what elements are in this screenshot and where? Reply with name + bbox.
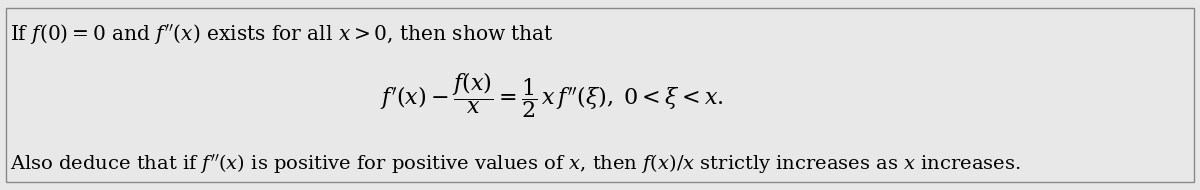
Text: If $f(0) = 0$ and $f''(x)$ exists for all $x > 0$, then show that: If $f(0) = 0$ and $f''(x)$ exists for al… — [10, 23, 553, 47]
Text: $f'(x) - \dfrac{f(x)}{x} = \dfrac{1}{2}\, x\, f''(\xi),\; 0 < \xi < x.$: $f'(x) - \dfrac{f(x)}{x} = \dfrac{1}{2}\… — [380, 70, 724, 120]
FancyBboxPatch shape — [6, 8, 1194, 182]
Text: Also deduce that if $f''(x)$ is positive for positive values of $x$, then $f(x)/: Also deduce that if $f''(x)$ is positive… — [10, 152, 1020, 175]
